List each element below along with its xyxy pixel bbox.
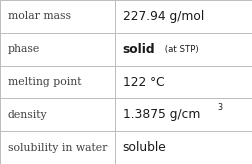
Text: melting point: melting point — [8, 77, 81, 87]
Text: 1.3875 g/cm: 1.3875 g/cm — [122, 108, 199, 121]
Text: 3: 3 — [217, 103, 222, 112]
Text: (at STP): (at STP) — [161, 45, 198, 54]
Text: 122 °C: 122 °C — [122, 75, 164, 89]
Text: molar mass: molar mass — [8, 11, 70, 21]
Text: phase: phase — [8, 44, 40, 54]
Text: solid: solid — [122, 43, 155, 56]
Text: density: density — [8, 110, 47, 120]
Text: 227.94 g/mol: 227.94 g/mol — [122, 10, 203, 23]
Text: solubility in water: solubility in water — [8, 143, 107, 153]
Text: soluble: soluble — [122, 141, 166, 154]
